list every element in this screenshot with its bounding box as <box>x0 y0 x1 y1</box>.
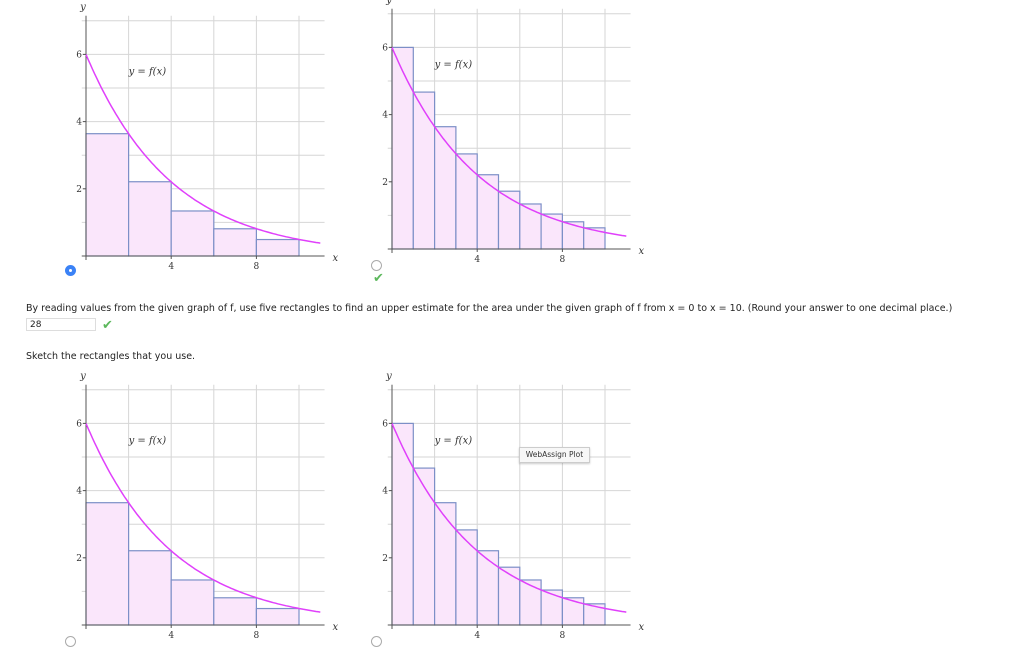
rectangle <box>255 607 300 626</box>
x-tick-label: 4 <box>474 255 480 265</box>
check-icon: ✔ <box>373 271 384 286</box>
y-tick-label: 6 <box>76 50 82 60</box>
curve-label: y = f(x) <box>128 67 167 78</box>
curve <box>391 47 627 237</box>
y-axis-label: y <box>385 0 392 6</box>
y-tick-label: 4 <box>76 118 82 128</box>
x-axis-label: x <box>333 253 339 264</box>
rectangle <box>213 597 258 626</box>
rectangle <box>391 46 414 250</box>
plot-3: 4 8 2 4 6 x y y = f(x) <box>76 371 338 641</box>
plot-1: 4 8 2 4 6 x y y = f(x) <box>76 2 338 272</box>
rectangle <box>455 529 478 626</box>
curve <box>85 423 321 613</box>
rectangle <box>412 467 436 626</box>
curve <box>391 423 627 613</box>
rectangle <box>561 597 585 626</box>
y-tick-label: 2 <box>382 554 388 564</box>
x-axis-label: x <box>639 622 645 633</box>
rectangle <box>519 203 542 250</box>
y-tick-label: 4 <box>76 487 82 497</box>
rectangle <box>434 502 457 626</box>
rectangle <box>170 210 215 257</box>
x-tick-label: 8 <box>560 255 566 265</box>
check-icon: ✔ <box>102 318 113 333</box>
x-tick-label: 4 <box>168 631 174 641</box>
x-tick-label: 8 <box>560 631 566 641</box>
rectangle <box>583 603 606 626</box>
rectangle <box>213 228 258 257</box>
curve-label: y = f(x) <box>434 436 473 447</box>
y-axis-label: y <box>79 371 86 382</box>
x-axis-label: x <box>333 622 339 633</box>
rectangle <box>540 213 563 250</box>
curve-label: y = f(x) <box>434 60 473 71</box>
y-axis-label: y <box>79 2 86 13</box>
y-tick-label: 2 <box>382 178 388 188</box>
y-tick-label: 6 <box>76 419 82 429</box>
plot-tooltip: WebAssign Plot <box>519 447 590 463</box>
y-tick-label: 4 <box>382 487 388 497</box>
y-tick-label: 4 <box>382 111 388 121</box>
rectangle <box>497 190 521 250</box>
rectangle <box>85 133 130 257</box>
rectangle <box>476 174 500 250</box>
rectangle <box>170 579 215 626</box>
y-tick-label: 6 <box>382 419 388 429</box>
rectangle <box>583 227 606 250</box>
answer-input[interactable]: 28 <box>26 318 96 331</box>
x-tick-label: 8 <box>254 631 260 641</box>
rectangle <box>519 579 542 626</box>
y-tick-label: 2 <box>76 554 82 564</box>
rectangle <box>540 589 563 626</box>
x-tick-label: 4 <box>474 631 480 641</box>
y-tick-label: 6 <box>382 43 388 53</box>
curve-label: y = f(x) <box>128 436 167 447</box>
rectangle <box>434 126 457 250</box>
option-radio-1[interactable] <box>65 265 76 276</box>
rectangle <box>85 502 130 626</box>
rectangle <box>128 550 172 626</box>
rectangle <box>476 550 500 626</box>
curve <box>85 54 321 244</box>
y-axis-label: y <box>385 371 392 382</box>
rectangle <box>128 181 172 257</box>
rectangle <box>455 153 478 250</box>
x-tick-label: 8 <box>254 262 260 272</box>
sketch-prompt: Sketch the rectangles that you use. <box>26 351 196 362</box>
rectangle <box>255 238 300 257</box>
y-tick-label: 2 <box>76 185 82 195</box>
x-axis-label: x <box>639 246 645 257</box>
rectangle <box>497 566 521 626</box>
plot-4: 4 8 2 4 6 x y y = f(x) <box>382 371 644 641</box>
rectangle <box>391 422 414 626</box>
question-prompt: By reading values from the given graph o… <box>26 303 953 314</box>
rectangle <box>412 91 436 250</box>
rectangle <box>561 221 585 250</box>
plot-2: 4 8 2 4 6 x y y = f(x) <box>382 0 644 265</box>
x-tick-label: 4 <box>168 262 174 272</box>
option-radio-2[interactable] <box>371 260 382 271</box>
